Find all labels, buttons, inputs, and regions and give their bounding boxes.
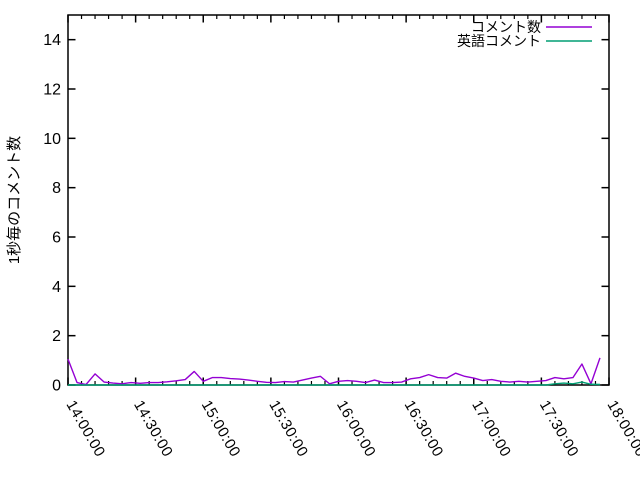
plot-border [67, 14, 610, 386]
x-tick-label: 18:00:00 [604, 398, 640, 461]
legend-label: 英語コメント [457, 33, 541, 49]
y-tick-label: 6 [52, 230, 61, 247]
y-tick-label: 10 [43, 131, 61, 148]
x-tick-label: 16:30:00 [401, 398, 447, 461]
x-tick-labels: 14:00:00 14:30:00 15:00:00 15:30:00 16:00:00… [63, 398, 640, 461]
x-tick-label: 16:00:00 [333, 398, 379, 461]
x-tick-label-group: 17:00:00 [468, 398, 514, 461]
x-tick-label-group: 14:00:00 [63, 398, 109, 461]
axis-ticks [67, 15, 610, 386]
x-tick-label-group: 17:30:00 [536, 398, 582, 461]
x-tick-label-group: 16:30:00 [401, 398, 447, 461]
series-line-0 [67, 357, 601, 386]
x-tick-label: 15:00:00 [198, 398, 244, 461]
y-tick-label: 0 [52, 378, 61, 395]
x-tick-label: 14:30:00 [130, 398, 176, 461]
x-tick-label: 14:00:00 [63, 398, 109, 461]
series-line-1 [68, 381, 600, 386]
y-tick-label: 2 [52, 328, 61, 345]
border-rect [67, 14, 610, 386]
x-tick-label-group: 18:00:00 [604, 398, 640, 461]
x-tick-label-group: 14:30:00 [130, 398, 176, 461]
y-tick-label: 8 [52, 180, 61, 197]
data-series [67, 357, 601, 386]
x-tick-label-group: 16:00:00 [333, 398, 379, 461]
y-tick-label: 14 [43, 32, 61, 49]
y-tick-label: 12 [43, 82, 61, 99]
x-tick-label-group: 15:30:00 [265, 398, 311, 461]
x-tick-label-group: 15:00:00 [198, 398, 244, 461]
y-tick-label: 4 [52, 279, 61, 296]
y-tick-labels: 0 2 4 6 8 10 12 14 [43, 32, 61, 394]
x-tick-label: 17:00:00 [468, 398, 514, 461]
x-tick-label: 17:30:00 [536, 398, 582, 461]
y-axis-title: 1秒毎のコメント数 [6, 136, 23, 264]
x-tick-label: 15:30:00 [265, 398, 311, 461]
legend-label: コメント数 [471, 19, 541, 35]
